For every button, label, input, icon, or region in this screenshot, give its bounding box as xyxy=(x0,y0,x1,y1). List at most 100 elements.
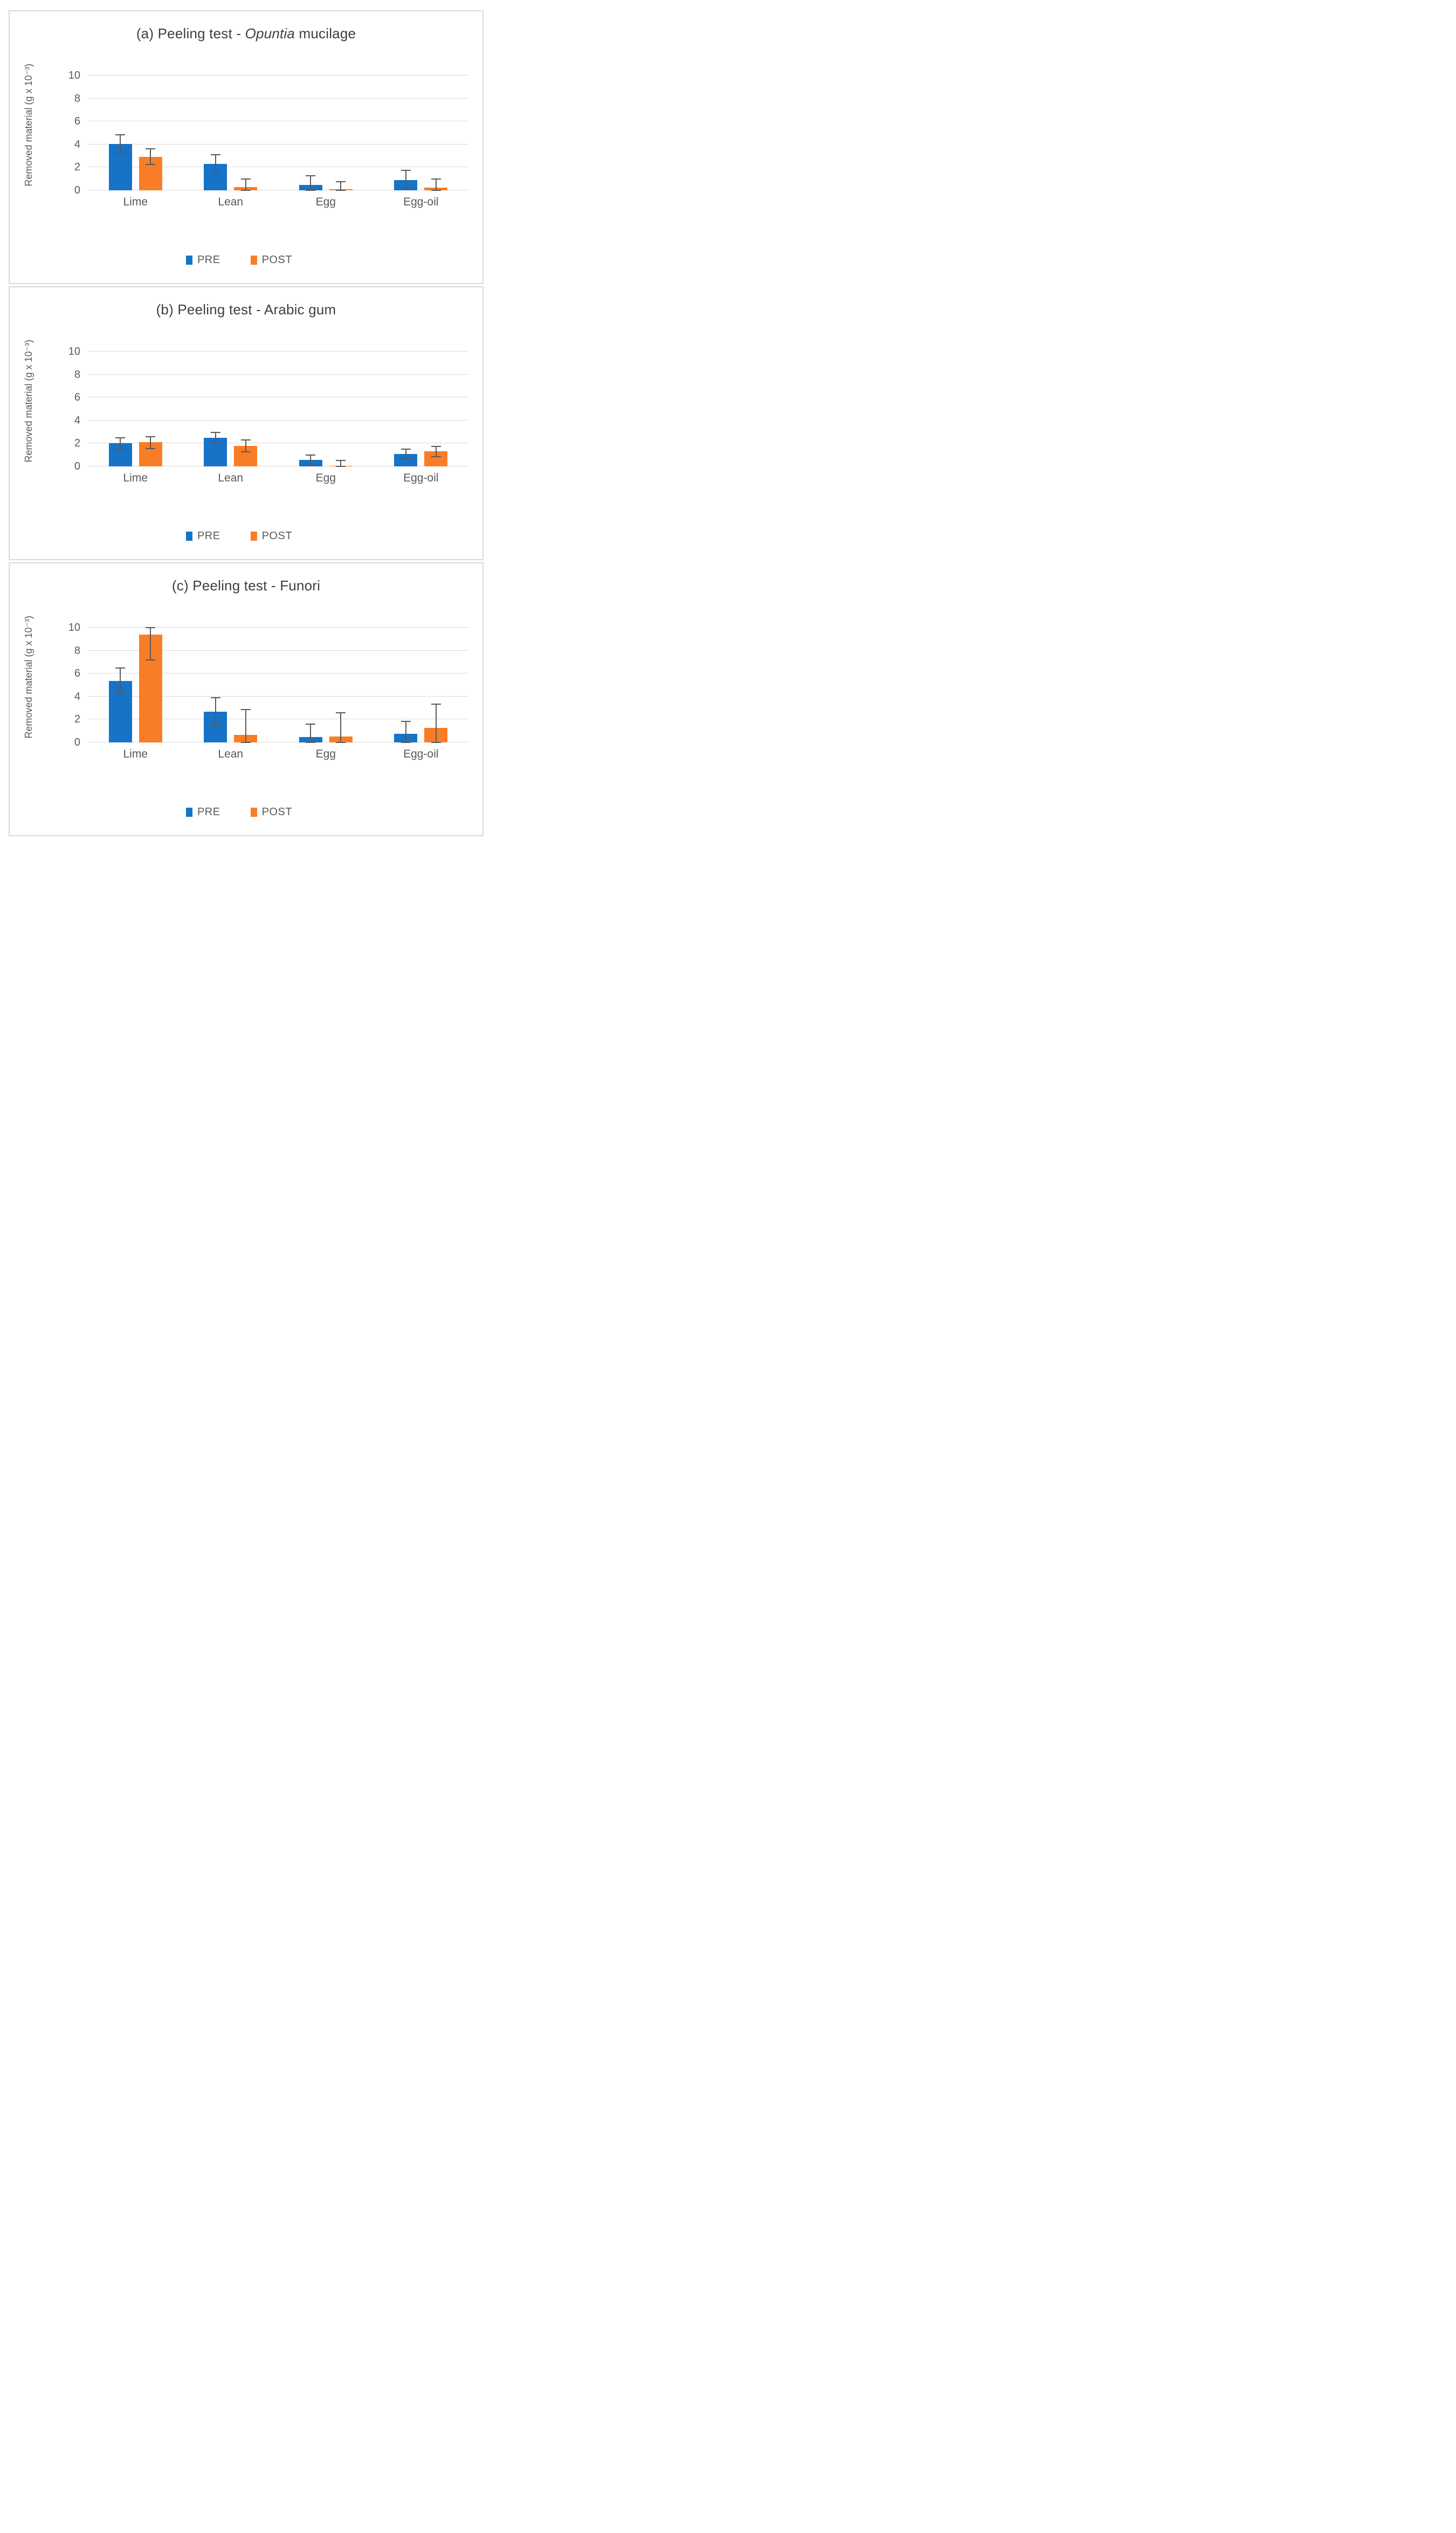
error-bar-cap xyxy=(336,712,346,713)
legend-label-post: POST xyxy=(261,806,293,818)
barwrap-pre-lean xyxy=(204,154,227,190)
error-bar xyxy=(405,170,406,189)
barwrap-pre-egg xyxy=(299,454,322,466)
y-tick-label: 8 xyxy=(74,368,80,381)
error-bar-cap xyxy=(306,723,316,725)
barwrap-post-lean xyxy=(234,439,258,466)
legend-swatch-pre xyxy=(185,808,192,817)
barwrap-pre-lime xyxy=(108,667,132,742)
gridline xyxy=(88,351,468,352)
legend-item-pre: PRE xyxy=(185,530,220,542)
y-tick-label: 0 xyxy=(74,460,80,472)
error-bar-cap xyxy=(146,659,156,660)
error-bar xyxy=(150,628,151,660)
error-bar-cap xyxy=(210,432,220,433)
error-bar xyxy=(215,154,216,174)
error-bar xyxy=(340,182,342,190)
error-bar-cap xyxy=(306,454,316,456)
error-bar xyxy=(405,721,406,742)
barwrap-pre-lime xyxy=(108,437,132,466)
legend-swatch-post xyxy=(250,532,257,541)
x-category-label-lime: Lime xyxy=(123,748,148,760)
y-tick-label: 10 xyxy=(68,622,80,634)
error-bar-cap xyxy=(146,148,156,150)
error-bar-cap xyxy=(240,741,251,743)
error-bar-cap xyxy=(115,449,126,450)
barwrap-post-egg-oil xyxy=(424,178,448,191)
bar-group-egg-oil xyxy=(374,611,469,743)
legend: PRE POST xyxy=(10,254,468,266)
y-tick-label: 0 xyxy=(74,737,80,748)
error-bar-cap xyxy=(431,178,441,180)
y-axis-ticks: 0 2 4 6 8 10 xyxy=(47,611,88,748)
error-bar-cap xyxy=(306,465,316,466)
gridline xyxy=(88,374,468,375)
legend-swatch-pre xyxy=(185,256,192,265)
bar-group-lime xyxy=(88,335,183,466)
y-tick-label: 4 xyxy=(74,414,80,426)
error-bar xyxy=(245,710,246,742)
error-bar xyxy=(435,446,437,457)
y-tick-label: 0 xyxy=(74,184,80,196)
y-tick-label: 4 xyxy=(74,690,80,703)
legend-item-post: POST xyxy=(250,806,293,818)
chart-title: (a) Peeling test - Opuntia mucilage xyxy=(10,24,482,43)
barwrap-pre-lean xyxy=(204,432,227,466)
error-bar xyxy=(310,455,312,466)
legend-item-post: POST xyxy=(250,254,292,266)
barwrap-post-egg xyxy=(329,181,353,191)
barwrap-pre-lean xyxy=(204,697,227,742)
chart-area: Removed material (g x 10⁻³) 0 2 4 6 8 10 Lime… xyxy=(10,611,482,818)
barwrap-post-lean xyxy=(234,709,258,743)
x-category-label-egg: Egg xyxy=(315,472,336,484)
error-bar-cap xyxy=(306,175,316,177)
error-bar-cap xyxy=(336,741,346,743)
barwrap-pre-egg-oil xyxy=(394,449,418,466)
error-bar-cap xyxy=(401,720,411,722)
x-category-label-lime: Lime xyxy=(123,472,148,484)
chart-title: (b) Peeling test - Arabic gum xyxy=(10,300,482,319)
y-tick-label: 2 xyxy=(74,437,80,450)
barwrap-post-lime xyxy=(139,627,162,742)
peeling-test-figure: (a) Peeling test - Opuntia mucilage Remo… xyxy=(9,10,484,838)
legend-swatch-pre xyxy=(185,532,192,541)
barwrap-post-lean xyxy=(234,178,258,191)
x-axis-labels: Lime Lean Egg Egg-oil xyxy=(88,472,468,485)
error-bar-cap xyxy=(401,449,411,450)
error-bar-cap xyxy=(431,445,441,447)
barwrap-pre-lime xyxy=(108,134,132,190)
legend-item-pre: PRE xyxy=(185,254,220,266)
error-bar-cap xyxy=(115,437,126,438)
title-segment: (a) Peeling test - xyxy=(136,25,245,42)
legend-label-pre: PRE xyxy=(197,806,220,818)
y-tick-label: 10 xyxy=(68,346,80,357)
error-bar-cap xyxy=(210,173,220,175)
bar-group-lime xyxy=(88,611,183,742)
bar-groups xyxy=(88,611,469,743)
barwrap-post-egg-oil xyxy=(424,445,448,466)
legend-item-post: POST xyxy=(250,530,293,542)
error-bar-cap xyxy=(306,741,316,743)
error-bar-cap xyxy=(240,709,251,711)
error-bar-cap xyxy=(210,154,220,155)
chart-panel-b: (b) Peeling test - Arabic gum Removed ma… xyxy=(9,286,484,560)
y-axis-label: Removed material (g x 10⁻³) xyxy=(23,339,34,463)
error-bar xyxy=(215,697,216,725)
y-tick-label: 6 xyxy=(74,391,80,404)
y-tick-label: 6 xyxy=(74,115,80,128)
error-bar xyxy=(245,178,246,190)
plot-area xyxy=(88,335,468,467)
error-bar xyxy=(150,149,151,165)
legend-swatch-post xyxy=(250,808,257,817)
title-segment: mucilage xyxy=(295,25,356,42)
bar-group-egg xyxy=(278,59,374,191)
error-bar-cap xyxy=(431,741,441,743)
legend-label-post: POST xyxy=(261,530,293,542)
error-bar-cap xyxy=(210,724,220,725)
error-bar-cap xyxy=(240,189,251,191)
error-bar-cap xyxy=(240,439,251,441)
gridline xyxy=(88,650,468,651)
error-bar-cap xyxy=(431,456,441,457)
gridline xyxy=(88,419,468,421)
error-bar-cap xyxy=(210,697,220,698)
